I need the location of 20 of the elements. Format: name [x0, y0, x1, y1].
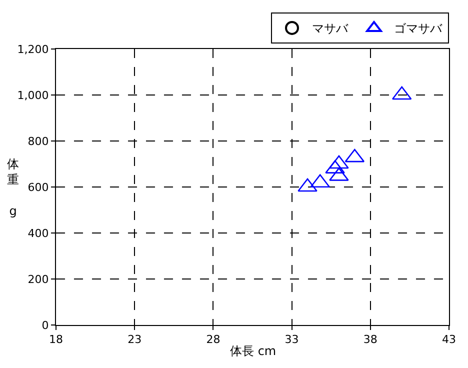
y-tick-label: 800 [28, 134, 49, 148]
x-tick-label: 28 [206, 333, 220, 346]
text: 体重 g [7, 157, 19, 218]
point [329, 155, 349, 169]
x-tick-label: 18 [49, 333, 63, 346]
point [298, 178, 318, 192]
y-tick-label: 200 [28, 272, 49, 286]
x-tick-label: 43 [442, 333, 456, 346]
y-tick-label: 600 [28, 180, 49, 194]
y-tick-label: 400 [28, 226, 49, 240]
x-axis-title: 体長 cm [230, 344, 276, 358]
x-tick-label: 33 [284, 333, 299, 346]
legend-label: マサバ [312, 22, 349, 36]
legend-label: ゴマサバ [394, 22, 443, 36]
y-tick-label: 1,200 [17, 42, 49, 56]
y-tick-label: 1,000 [17, 88, 49, 102]
x-tick-label: 23 [128, 333, 142, 346]
y-tick-label: 0 [42, 318, 49, 332]
x-tick-label: 38 [363, 333, 378, 346]
point [310, 174, 330, 188]
